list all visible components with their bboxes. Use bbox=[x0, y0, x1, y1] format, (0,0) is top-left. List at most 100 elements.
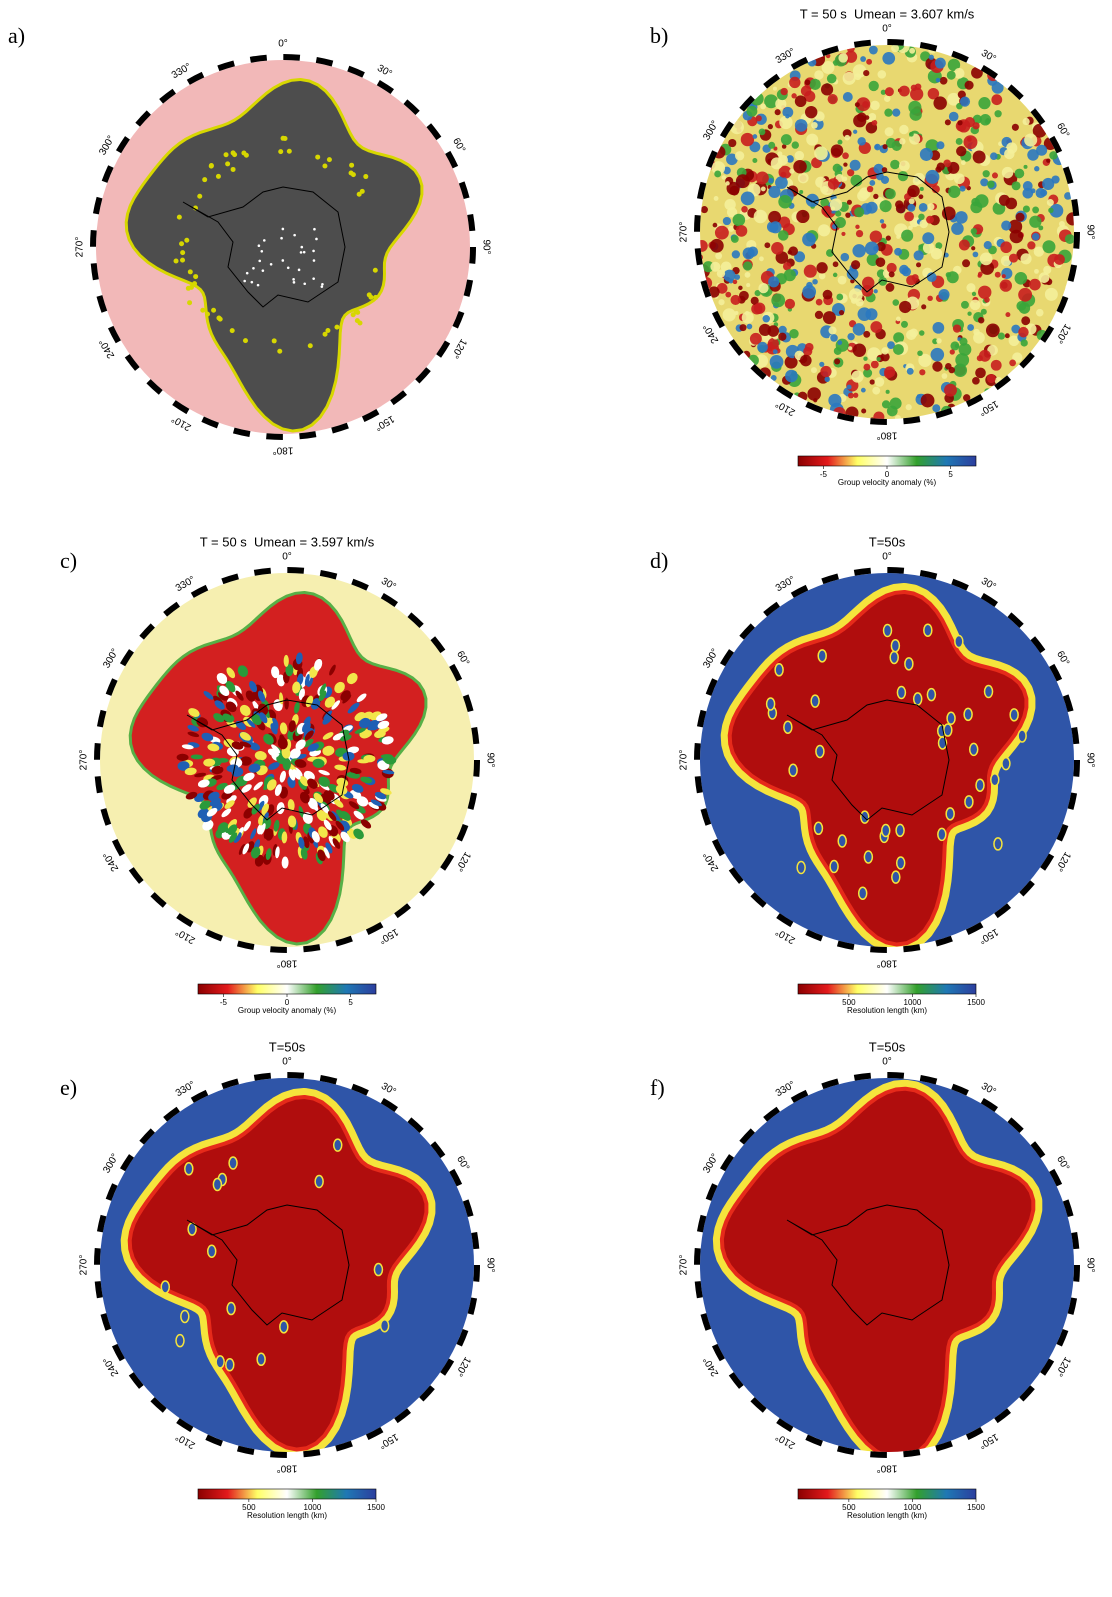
low-resolution-spot bbox=[797, 862, 805, 874]
anomaly-blob bbox=[867, 186, 873, 192]
anomaly-blob bbox=[818, 224, 830, 236]
anomaly-blob bbox=[829, 326, 837, 334]
anomaly-blob bbox=[1042, 240, 1055, 253]
anomaly-blob bbox=[960, 97, 970, 107]
anomaly-blob bbox=[919, 369, 925, 375]
anomaly-blob bbox=[1001, 221, 1011, 231]
anomaly-blob bbox=[821, 206, 831, 216]
station bbox=[322, 163, 327, 168]
anomaly-blob bbox=[1004, 149, 1015, 160]
anomaly-blob bbox=[972, 377, 980, 385]
low-resolution-spot bbox=[890, 651, 898, 663]
low-resolution-spot bbox=[216, 1356, 224, 1368]
anomaly-blob bbox=[920, 187, 924, 191]
anomaly-blob bbox=[933, 322, 945, 334]
anomaly-blob bbox=[842, 152, 849, 159]
anomaly-blob bbox=[891, 44, 899, 52]
station-inner bbox=[282, 228, 285, 231]
anomaly-blob bbox=[972, 122, 979, 129]
longitude-label: 180° bbox=[273, 444, 294, 455]
anomaly-blob bbox=[954, 173, 965, 184]
anomaly-blob bbox=[804, 265, 817, 278]
anomaly-blob bbox=[918, 244, 923, 249]
anomaly-blob bbox=[1023, 205, 1030, 212]
anomaly-blob bbox=[757, 342, 768, 353]
anomaly-blob bbox=[861, 408, 866, 413]
anomaly-blob bbox=[795, 151, 804, 160]
station bbox=[202, 177, 207, 182]
low-resolution-spot bbox=[897, 857, 905, 869]
anomaly-blob bbox=[876, 257, 886, 267]
anomaly-blob bbox=[778, 195, 792, 209]
anomaly-blob bbox=[728, 139, 736, 147]
anomaly-blob bbox=[1021, 339, 1028, 346]
station-inner bbox=[292, 278, 295, 281]
anomaly-blob bbox=[853, 344, 866, 357]
anomaly-blob bbox=[838, 140, 843, 145]
anomaly-blob bbox=[758, 283, 768, 293]
anomaly-blob bbox=[868, 113, 876, 121]
low-resolution-spot bbox=[914, 693, 922, 705]
anomaly-blob bbox=[795, 119, 808, 132]
anomaly-blob bbox=[789, 77, 800, 88]
anomaly-blob bbox=[793, 160, 806, 173]
anomaly-blob bbox=[991, 94, 1002, 105]
low-resolution-spot bbox=[229, 1157, 237, 1169]
anomaly-blob bbox=[775, 109, 781, 115]
anomaly-blob bbox=[967, 312, 971, 316]
anomaly-blob bbox=[863, 70, 869, 76]
anomaly-blob bbox=[753, 134, 758, 139]
anomaly-blob bbox=[741, 206, 748, 213]
anomaly-blob bbox=[710, 239, 724, 253]
anomaly-blob bbox=[816, 299, 823, 306]
anomaly-blob bbox=[904, 212, 914, 222]
station bbox=[231, 167, 236, 172]
anomaly-blob bbox=[745, 272, 751, 278]
anomaly-blob bbox=[771, 242, 784, 255]
anomaly-blob bbox=[896, 204, 906, 214]
longitude-label: 180° bbox=[877, 1462, 898, 1473]
anomaly-blob bbox=[873, 194, 878, 199]
anomaly-blob bbox=[736, 174, 750, 188]
anomaly-blob bbox=[978, 317, 984, 323]
anomaly-blob bbox=[741, 133, 754, 146]
station-inner bbox=[280, 237, 283, 240]
anomaly-blob bbox=[854, 207, 864, 217]
low-resolution-spot bbox=[905, 658, 913, 670]
low-resolution-spot bbox=[789, 764, 797, 776]
anomaly-blob bbox=[865, 115, 870, 120]
anomaly-blob bbox=[980, 178, 988, 186]
anomaly-blob bbox=[701, 206, 708, 213]
anomaly-blob bbox=[967, 324, 974, 331]
anomaly-blob bbox=[931, 248, 942, 259]
anomaly-blob bbox=[768, 186, 780, 198]
station bbox=[177, 215, 182, 220]
anomaly-blob bbox=[1005, 198, 1017, 210]
anomaly-blob bbox=[803, 347, 812, 356]
anomaly-blob bbox=[740, 324, 747, 331]
anomaly-blob bbox=[821, 186, 828, 193]
anomaly-blob bbox=[973, 151, 986, 164]
anomaly-blob bbox=[886, 390, 890, 394]
anomaly-blob bbox=[932, 361, 942, 371]
anomaly-blob bbox=[743, 261, 752, 270]
anomaly-blob bbox=[848, 346, 852, 350]
anomaly-blob bbox=[850, 160, 861, 171]
longitude-label: 60° bbox=[1054, 121, 1071, 140]
station bbox=[373, 268, 378, 273]
anomaly-blob bbox=[730, 295, 740, 305]
anomaly-blob bbox=[795, 95, 807, 107]
anomaly-blob bbox=[927, 296, 932, 301]
anomaly-blob bbox=[1015, 169, 1025, 179]
anomaly-blob bbox=[771, 157, 783, 169]
station bbox=[216, 174, 221, 179]
low-resolution-spot bbox=[976, 779, 984, 791]
anomaly-blob bbox=[869, 180, 875, 186]
panel-label: c) bbox=[60, 548, 77, 573]
low-resolution-spot bbox=[280, 1321, 288, 1333]
longitude-label: 0° bbox=[282, 1057, 292, 1068]
station bbox=[373, 295, 378, 300]
anomaly-blob bbox=[991, 360, 1002, 371]
low-resolution-spot bbox=[213, 1178, 221, 1190]
longitude-label: 90° bbox=[1084, 224, 1095, 239]
